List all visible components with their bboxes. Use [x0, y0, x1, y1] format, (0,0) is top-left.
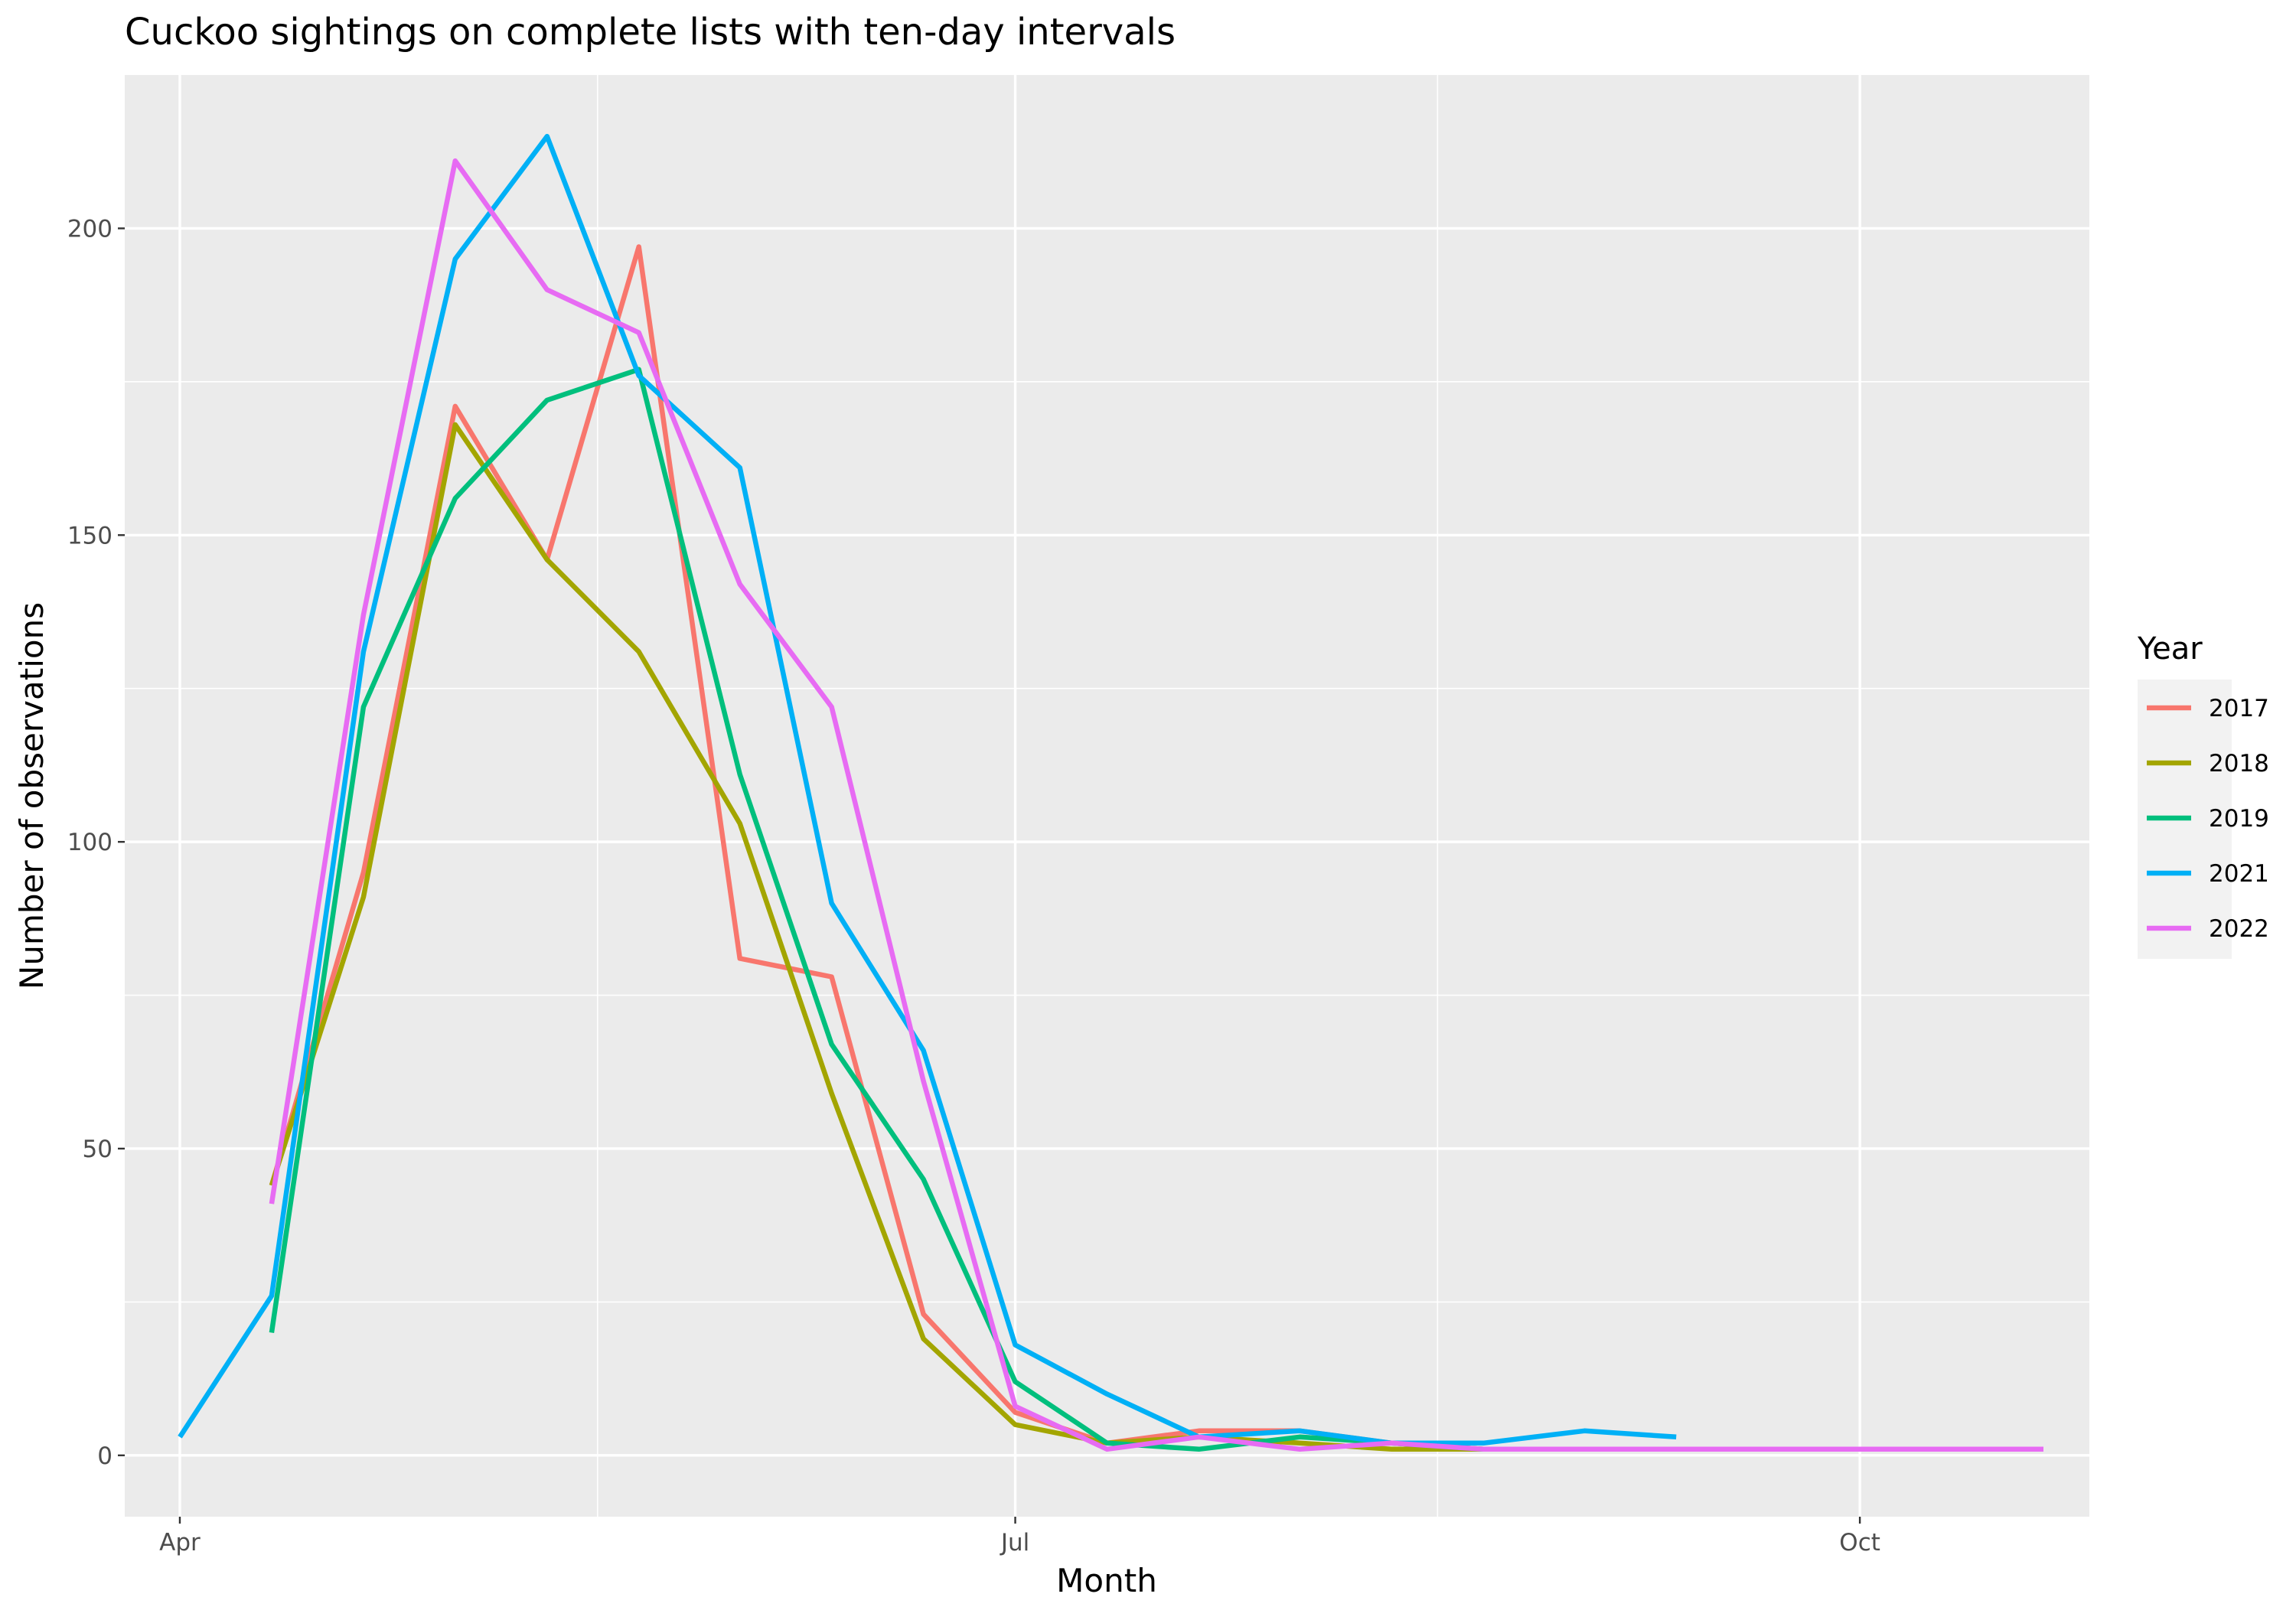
series-lines — [178, 133, 2043, 1452]
y-axis-ticks: 0 50 100 150 200 — [67, 215, 125, 1470]
legend-label-2022: 2022 — [2209, 915, 2269, 943]
x-tick-label: Jul — [1000, 1529, 1029, 1556]
x-axis-title: Month — [1056, 1562, 1157, 1599]
y-tick-label: 150 — [67, 522, 113, 549]
y-tick-label: 0 — [97, 1442, 113, 1470]
y-tick-label: 50 — [83, 1136, 113, 1163]
plot-panel — [125, 75, 2089, 1517]
x-tick-label: Oct — [1839, 1529, 1880, 1556]
legend-items: 2017 2018 2019 2021 2022 — [2147, 695, 2269, 943]
legend-title: Year — [2137, 631, 2203, 667]
y-axis-title: Number of observations — [13, 602, 51, 989]
y-tick-label: 100 — [67, 829, 113, 856]
major-gridlines — [125, 75, 2089, 1517]
series-line-2022 — [269, 158, 2043, 1452]
legend-label-2019: 2019 — [2209, 805, 2269, 833]
legend-label-2017: 2017 — [2209, 695, 2269, 722]
legend-label-2021: 2021 — [2209, 860, 2269, 888]
legend: Year 2017 2018 2019 2021 2022 — [2137, 631, 2269, 959]
x-tick-label: Apr — [159, 1529, 201, 1556]
y-tick-label: 200 — [67, 215, 113, 243]
x-axis-ticks: Apr Jul Oct — [159, 1517, 1880, 1556]
legend-label-2018: 2018 — [2209, 750, 2269, 777]
chart-title: Cuckoo sightings on complete lists with … — [125, 11, 1176, 54]
